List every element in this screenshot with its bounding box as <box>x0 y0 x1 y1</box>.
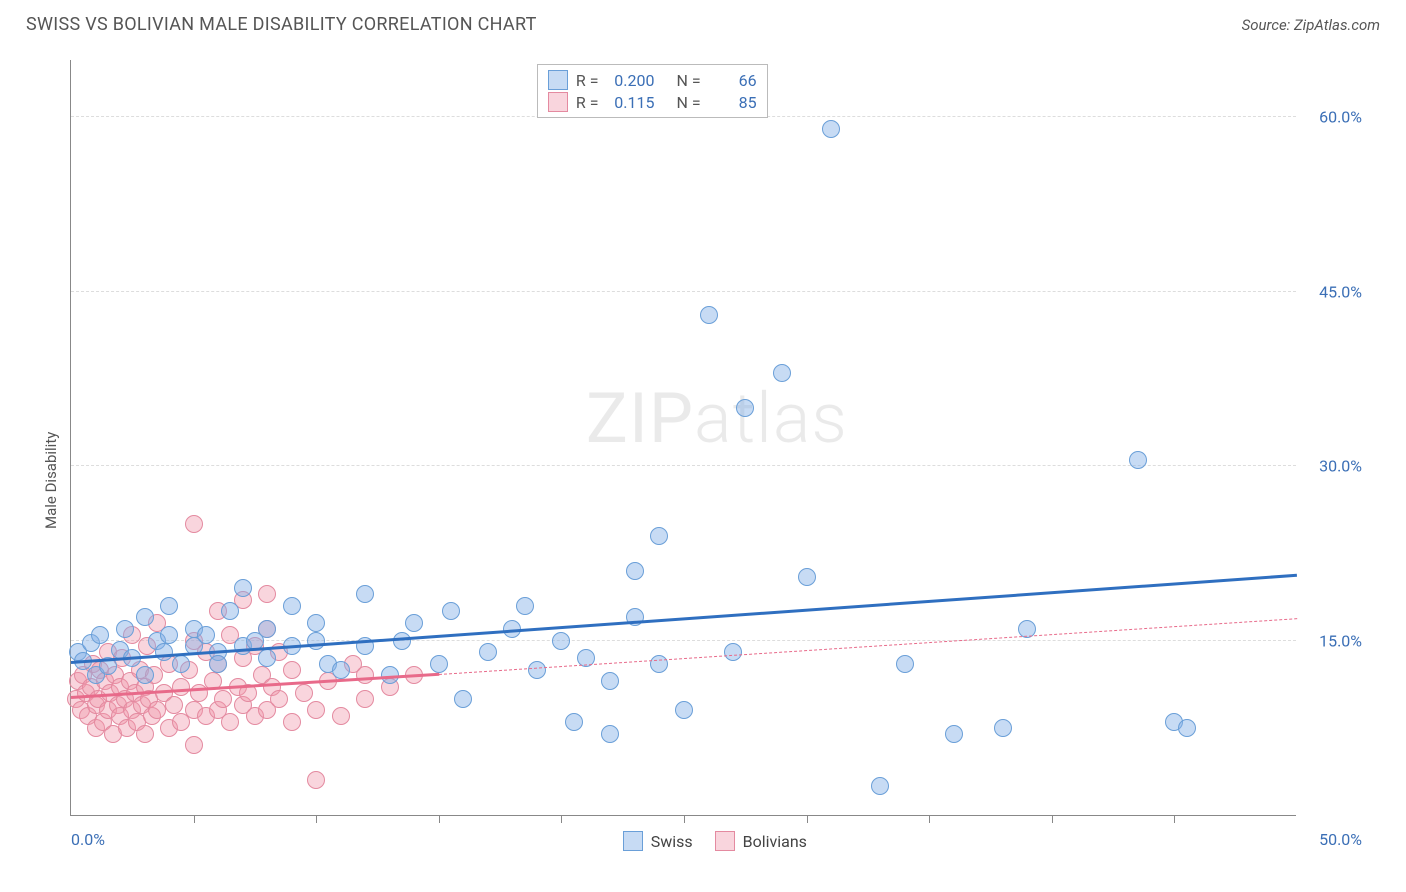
swiss-point <box>116 620 134 638</box>
bolivian-point <box>221 713 239 731</box>
correlation-legend: R =0.200N =66R =0.115N =85 <box>537 64 768 118</box>
swiss-point <box>258 620 276 638</box>
bolivian-point <box>283 661 301 679</box>
swiss-point <box>896 655 914 673</box>
swiss-point <box>1129 451 1147 469</box>
watermark: ZIPatlas <box>586 378 848 460</box>
swiss-point <box>675 701 693 719</box>
chart-container: Male Disability ZIPatlas 15.0%30.0%45.0%… <box>20 50 1386 872</box>
x-tick <box>1174 815 1175 823</box>
y-tick-label: 60.0% <box>1319 108 1362 127</box>
x-tick <box>316 815 317 823</box>
swiss-trend-line <box>71 574 1297 664</box>
swiss-point <box>565 713 583 731</box>
legend-swatch-icon <box>548 92 568 112</box>
bolivian-point <box>270 690 288 708</box>
swiss-point <box>724 643 742 661</box>
bolivian-point <box>356 666 374 684</box>
x-tick <box>929 815 930 823</box>
swiss-point <box>552 632 570 650</box>
legend-item: Swiss <box>623 831 693 851</box>
bolivian-point <box>148 701 166 719</box>
x-tick-label: 50.0% <box>1319 830 1362 849</box>
swiss-point <box>650 655 668 673</box>
swiss-point <box>528 661 546 679</box>
x-tick <box>807 815 808 823</box>
legend-swatch-icon <box>623 831 643 851</box>
swiss-point <box>601 725 619 743</box>
swiss-point <box>479 643 497 661</box>
swiss-point <box>626 562 644 580</box>
swiss-point <box>136 666 154 684</box>
swiss-point <box>221 602 239 620</box>
swiss-point <box>650 527 668 545</box>
bolivian-point <box>172 678 190 696</box>
y-tick-label: 30.0% <box>1319 457 1362 476</box>
swiss-point <box>197 626 215 644</box>
x-tick <box>561 815 562 823</box>
x-tick-label: 0.0% <box>71 830 105 849</box>
gridline <box>71 291 1296 292</box>
swiss-point <box>155 643 173 661</box>
swiss-point <box>871 777 889 795</box>
bolivian-point <box>214 690 232 708</box>
swiss-point <box>283 597 301 615</box>
swiss-point <box>798 568 816 586</box>
bolivian-point <box>136 725 154 743</box>
x-tick <box>684 815 685 823</box>
swiss-point <box>356 585 374 603</box>
legend-label: Bolivians <box>743 832 807 851</box>
chart-title: SWISS VS BOLIVIAN MALE DISABILITY CORREL… <box>26 14 537 35</box>
swiss-point <box>773 364 791 382</box>
swiss-point <box>822 120 840 138</box>
bolivian-point <box>258 585 276 603</box>
swiss-point <box>430 655 448 673</box>
legend-item: Bolivians <box>715 831 807 851</box>
swiss-point <box>160 597 178 615</box>
swiss-point <box>234 579 252 597</box>
y-axis-label: Male Disability <box>42 431 60 528</box>
bolivian-point <box>185 515 203 533</box>
y-tick-label: 15.0% <box>1319 631 1362 650</box>
swiss-point <box>160 626 178 644</box>
bolivian-point <box>165 696 183 714</box>
swiss-point <box>442 602 460 620</box>
gridline <box>71 465 1296 466</box>
swiss-point <box>736 399 754 417</box>
swiss-point <box>945 725 963 743</box>
swiss-point <box>209 655 227 673</box>
bolivian-point <box>307 701 325 719</box>
x-tick <box>1052 815 1053 823</box>
swiss-point <box>601 672 619 690</box>
series-legend: Swiss Bolivians <box>623 831 807 851</box>
bolivian-point <box>356 690 374 708</box>
bolivian-point <box>185 736 203 754</box>
x-tick <box>194 815 195 823</box>
plot-area: ZIPatlas 15.0%30.0%45.0%60.0%0.0%50.0%R … <box>70 60 1296 816</box>
legend-label: Swiss <box>651 832 693 851</box>
bolivian-point <box>283 713 301 731</box>
legend-swatch-icon <box>715 831 735 851</box>
bolivian-point <box>307 771 325 789</box>
swiss-point <box>91 626 109 644</box>
swiss-point <box>332 661 350 679</box>
swiss-point <box>516 597 534 615</box>
swiss-point <box>307 614 325 632</box>
swiss-point <box>994 719 1012 737</box>
swiss-point <box>136 608 154 626</box>
swiss-point <box>700 306 718 324</box>
swiss-point <box>1178 719 1196 737</box>
swiss-point <box>258 649 276 667</box>
swiss-point <box>172 655 190 673</box>
y-tick-label: 45.0% <box>1319 282 1362 301</box>
swiss-point <box>454 690 472 708</box>
x-tick <box>439 815 440 823</box>
legend-swatch-icon <box>548 70 568 90</box>
bolivian-point <box>295 684 313 702</box>
swiss-point <box>405 614 423 632</box>
source-attribution: Source: ZipAtlas.com <box>1242 16 1380 34</box>
bolivian-point <box>332 707 350 725</box>
